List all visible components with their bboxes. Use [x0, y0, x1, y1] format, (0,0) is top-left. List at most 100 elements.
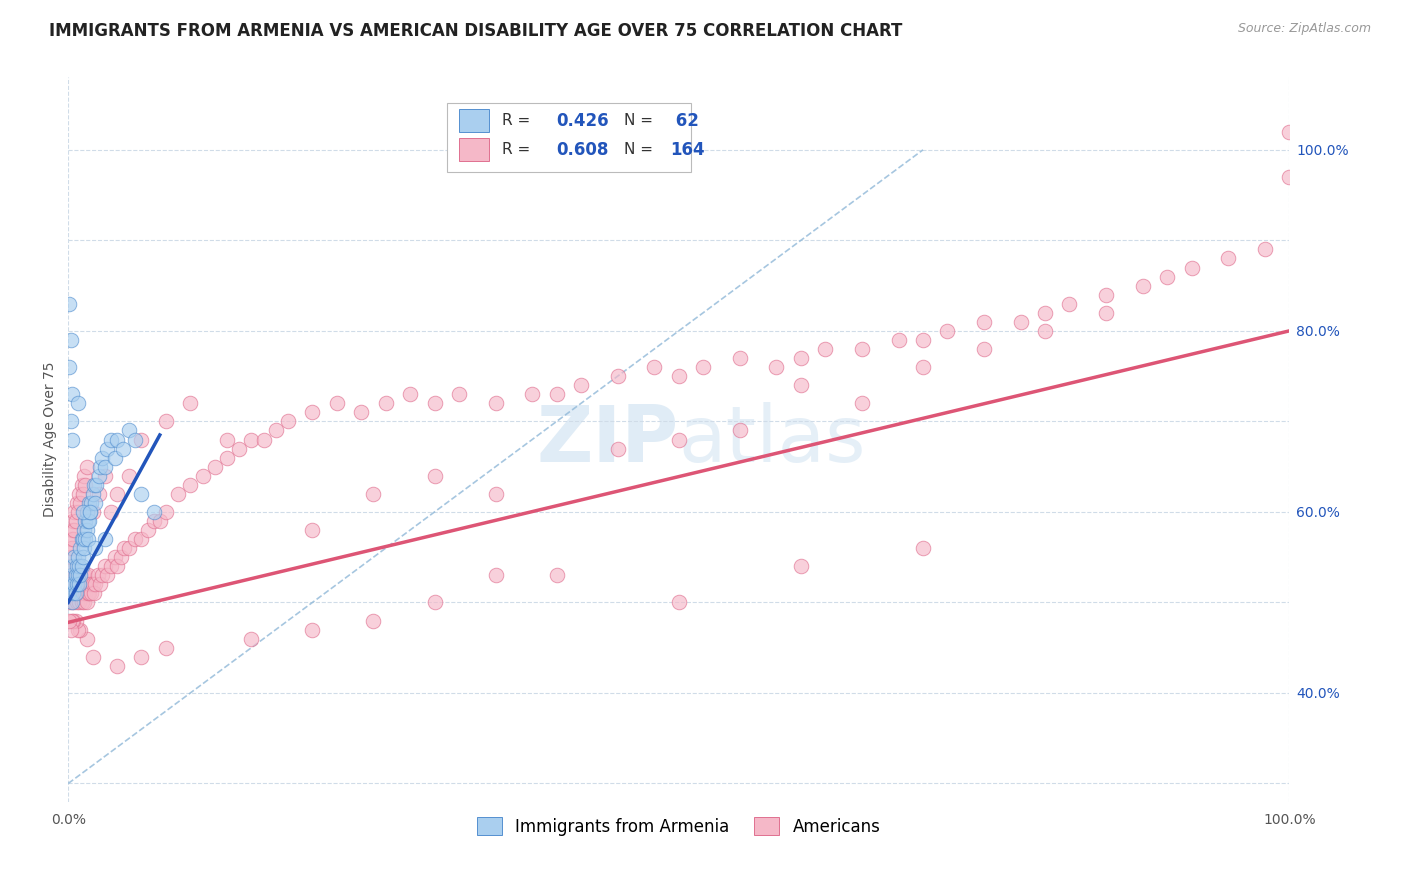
- Point: [326, 396, 349, 410]
- Point: [58, 360, 80, 375]
- Point: [447, 387, 470, 401]
- Point: [643, 360, 665, 375]
- Point: [79, 505, 101, 519]
- Point: [66, 577, 89, 591]
- Text: N =: N =: [624, 143, 658, 157]
- Point: [72, 505, 94, 519]
- Point: [522, 387, 544, 401]
- Point: [60, 568, 83, 582]
- Point: [149, 514, 172, 528]
- Point: [72, 586, 94, 600]
- Point: [76, 523, 98, 537]
- Point: [58, 297, 80, 311]
- Text: Source: ZipAtlas.com: Source: ZipAtlas.com: [1237, 22, 1371, 36]
- Point: [105, 559, 128, 574]
- Point: [1095, 306, 1118, 320]
- Point: [887, 333, 910, 347]
- Point: [484, 568, 506, 582]
- Text: IMMIGRANTS FROM ARMENIA VS AMERICAN DISABILITY AGE OVER 75 CORRELATION CHART: IMMIGRANTS FROM ARMENIA VS AMERICAN DISA…: [49, 22, 903, 40]
- Point: [67, 577, 90, 591]
- Point: [155, 640, 177, 655]
- Point: [1278, 125, 1301, 139]
- Point: [80, 496, 103, 510]
- Point: [75, 477, 97, 491]
- Point: [87, 487, 110, 501]
- Point: [62, 614, 84, 628]
- Point: [76, 532, 98, 546]
- Point: [69, 586, 91, 600]
- Point: [58, 614, 80, 628]
- Point: [301, 623, 323, 637]
- Point: [62, 532, 84, 546]
- Point: [69, 568, 91, 582]
- Point: [167, 487, 190, 501]
- Point: [60, 387, 83, 401]
- Point: [73, 595, 96, 609]
- Point: [124, 532, 146, 546]
- Point: [70, 577, 93, 591]
- Point: [104, 550, 127, 565]
- Point: [301, 405, 323, 419]
- Point: [204, 459, 226, 474]
- Point: [1010, 315, 1032, 329]
- Point: [87, 468, 110, 483]
- Point: [814, 342, 837, 356]
- Point: [399, 387, 422, 401]
- Point: [77, 496, 100, 510]
- Point: [1218, 252, 1240, 266]
- Point: [94, 559, 117, 574]
- Point: [59, 586, 82, 600]
- Point: [105, 433, 128, 447]
- Point: [1278, 169, 1301, 184]
- Point: [728, 351, 751, 365]
- Point: [423, 595, 446, 609]
- Point: [69, 623, 91, 637]
- Point: [228, 442, 250, 456]
- Point: [112, 442, 135, 456]
- Point: [131, 433, 153, 447]
- Point: [668, 369, 690, 384]
- Point: [65, 514, 87, 528]
- Point: [136, 523, 159, 537]
- Point: [58, 586, 80, 600]
- Point: [89, 459, 111, 474]
- Point: [59, 568, 82, 582]
- Point: [112, 541, 135, 555]
- Point: [131, 532, 153, 546]
- Point: [69, 541, 91, 555]
- Point: [63, 523, 86, 537]
- Point: [60, 541, 83, 555]
- Point: [668, 433, 690, 447]
- Point: [973, 315, 995, 329]
- Point: [569, 378, 592, 392]
- Point: [104, 450, 127, 465]
- Text: 164: 164: [671, 141, 704, 159]
- Point: [606, 369, 628, 384]
- Point: [66, 595, 89, 609]
- Point: [77, 586, 100, 600]
- Point: [1095, 287, 1118, 301]
- Point: [105, 658, 128, 673]
- Point: [59, 577, 82, 591]
- Point: [692, 360, 714, 375]
- Point: [118, 541, 141, 555]
- Point: [73, 541, 96, 555]
- Point: [1254, 243, 1277, 257]
- Text: 0.426: 0.426: [557, 112, 609, 130]
- Point: [66, 586, 89, 600]
- Point: [66, 396, 89, 410]
- Point: [484, 396, 506, 410]
- Point: [911, 541, 934, 555]
- Point: [59, 414, 82, 428]
- Point: [86, 568, 108, 582]
- Point: [65, 586, 87, 600]
- Point: [277, 414, 299, 428]
- Point: [73, 523, 96, 537]
- Text: atlas: atlas: [679, 401, 866, 477]
- Point: [484, 487, 506, 501]
- Point: [77, 514, 100, 528]
- Point: [63, 505, 86, 519]
- Point: [728, 424, 751, 438]
- Point: [96, 568, 118, 582]
- Point: [76, 632, 98, 646]
